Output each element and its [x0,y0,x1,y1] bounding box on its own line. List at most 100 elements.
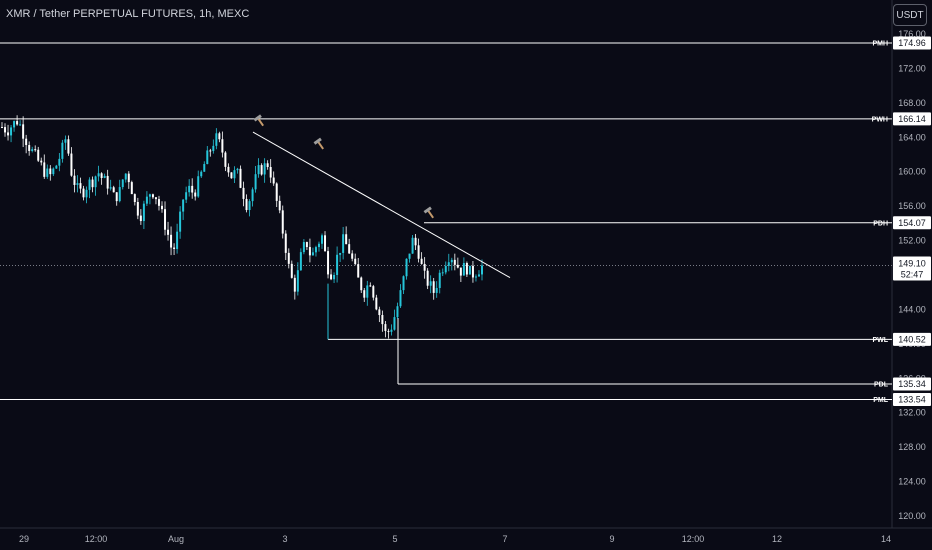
candle-body [251,189,254,202]
candle-body [73,175,76,185]
level-value-box [893,377,931,391]
candle-body [311,252,314,256]
candle-body [148,194,151,197]
candle-body [293,277,296,292]
y-tick-label: 152.00 [898,236,926,246]
x-tick-label: 12 [772,534,782,544]
level-value-pmh: 174.96 [898,38,926,48]
candle-body [317,243,320,248]
candle-body [477,274,480,277]
candle-body [429,281,432,286]
candle-body [182,199,185,212]
hammer-icon [253,114,264,127]
candle-body [447,262,450,266]
candle-body [173,247,176,249]
current-price-box [893,256,931,281]
candle-body [112,187,115,193]
candle-body [399,290,402,307]
countdown-label: 52:47 [901,270,924,280]
candle-body [417,245,420,259]
candle-body [64,139,67,143]
candle-body [236,168,239,171]
candle-body [109,187,112,189]
candle-body [354,258,357,265]
candle-body [363,290,366,298]
candle-body [121,179,124,188]
candle-body [191,185,194,193]
candle-body [185,192,188,200]
level-value-box [893,392,931,406]
y-tick-label: 160.00 [898,167,926,177]
candle-body [275,183,278,201]
candle-body [302,242,305,253]
y-tick-label: 132.00 [898,408,926,418]
candle-body [381,315,384,325]
candle-body [212,145,215,151]
candle-body [170,234,173,248]
candle-body [194,192,197,197]
candle-body [97,173,100,177]
level-value-box [893,216,931,230]
candle-body [345,234,348,245]
candle-body [94,176,97,188]
candle-body [444,265,447,273]
candle-body [179,211,182,232]
candle-body [405,258,408,277]
candle-body [139,215,142,222]
candle-body [456,264,459,268]
candle-body [7,132,10,136]
candle-body [52,168,55,175]
candle-body [16,121,19,125]
candle-body [209,150,212,152]
candle-body [154,197,157,200]
level-name-pml: PML [873,397,889,404]
candle-body [308,247,311,256]
trendline[interactable] [252,131,511,279]
level-value-pwh: 166.14 [898,114,926,124]
level-name-pdl: PDL [874,381,889,388]
candle-body [31,149,34,151]
candle-body [200,171,203,177]
candle-body [40,160,43,163]
candle-body [106,175,109,189]
level-value-box [893,332,931,346]
candle-body [161,205,163,210]
candle-body [327,251,330,275]
candle-body [188,185,191,193]
candle-body [305,242,308,248]
candle-body [67,139,70,154]
candle-body [248,201,251,211]
candle-body [366,285,369,298]
candle-body [281,210,284,234]
candle-body [471,265,474,278]
x-tick-label: 3 [282,534,287,544]
candle-body [19,124,22,126]
candle-body [260,165,263,175]
candle-body [402,276,405,291]
level-name-pmh: PMH [872,40,888,47]
candle-body [278,200,281,211]
currency-button[interactable]: USDT [893,4,927,26]
y-tick-label: 168.00 [898,98,926,108]
candle-body [58,158,61,166]
candle-body [462,263,465,276]
candle-body [61,142,64,159]
candle-body [49,168,52,175]
candle-body [218,133,221,140]
level-value-pdh: 154.07 [898,218,926,228]
x-tick-label: 12:00 [682,534,705,544]
candle-body [242,187,245,199]
y-tick-label: 120.00 [898,511,926,521]
candle-body [272,177,275,184]
candle-body [1,126,3,128]
candle-body [369,285,372,287]
candle-body [118,187,121,202]
x-tick-label: 7 [502,534,507,544]
y-tick-label: 128.00 [898,442,926,452]
level-name-pwh: PWH [872,116,888,123]
x-tick-label: 9 [609,534,614,544]
candle-body [151,194,154,198]
level-value-box [893,112,931,126]
candle-body [375,297,378,310]
